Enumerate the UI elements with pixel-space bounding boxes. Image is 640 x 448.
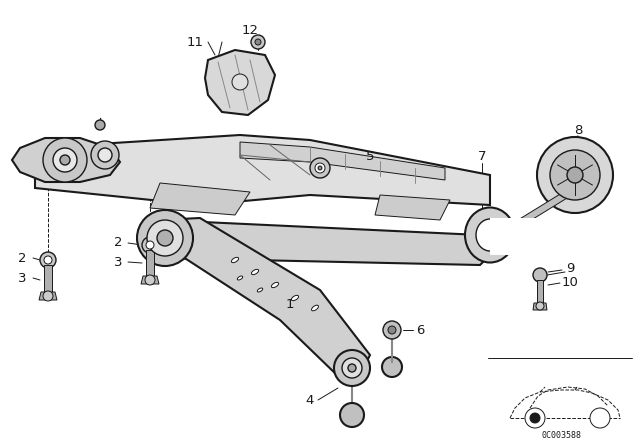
Circle shape <box>383 321 401 339</box>
Text: 3: 3 <box>114 255 122 268</box>
Ellipse shape <box>291 295 299 301</box>
Ellipse shape <box>271 282 278 288</box>
Ellipse shape <box>465 207 515 263</box>
Circle shape <box>98 148 112 162</box>
Circle shape <box>146 241 154 249</box>
Circle shape <box>382 357 402 377</box>
Circle shape <box>525 408 545 428</box>
Circle shape <box>142 237 158 253</box>
Ellipse shape <box>237 276 243 280</box>
Circle shape <box>567 167 583 183</box>
Circle shape <box>550 150 600 200</box>
Polygon shape <box>150 183 250 215</box>
Text: 1: 1 <box>285 298 294 311</box>
Text: 9: 9 <box>566 262 574 275</box>
Circle shape <box>44 256 52 264</box>
Circle shape <box>251 35 265 49</box>
Circle shape <box>348 364 356 372</box>
Circle shape <box>137 210 193 266</box>
Ellipse shape <box>312 305 319 311</box>
Circle shape <box>533 268 547 282</box>
Polygon shape <box>240 142 445 180</box>
Polygon shape <box>44 265 52 295</box>
Polygon shape <box>12 138 120 182</box>
Polygon shape <box>160 218 370 378</box>
Polygon shape <box>160 220 495 265</box>
Circle shape <box>310 158 330 178</box>
Circle shape <box>340 403 364 427</box>
Circle shape <box>40 252 56 268</box>
Ellipse shape <box>232 257 239 263</box>
Polygon shape <box>375 195 450 220</box>
Text: 3: 3 <box>18 271 26 284</box>
Circle shape <box>232 74 248 90</box>
Circle shape <box>318 166 322 170</box>
Ellipse shape <box>252 269 259 275</box>
Circle shape <box>145 275 155 285</box>
Text: 2: 2 <box>18 251 26 264</box>
Ellipse shape <box>476 219 504 251</box>
Circle shape <box>60 155 70 165</box>
Circle shape <box>590 408 610 428</box>
Circle shape <box>315 163 325 173</box>
Polygon shape <box>146 250 154 278</box>
Text: 4: 4 <box>306 393 314 406</box>
Circle shape <box>536 302 544 310</box>
Text: 8: 8 <box>574 124 582 137</box>
Circle shape <box>342 358 362 378</box>
Circle shape <box>537 137 613 213</box>
Circle shape <box>388 326 396 334</box>
Circle shape <box>530 413 540 423</box>
Bar <box>490 218 540 254</box>
Circle shape <box>43 291 53 301</box>
Text: 5: 5 <box>365 151 374 164</box>
Text: 10: 10 <box>561 276 579 289</box>
Text: 2: 2 <box>114 237 122 250</box>
Circle shape <box>147 220 183 256</box>
Circle shape <box>157 230 173 246</box>
Circle shape <box>91 141 119 169</box>
Circle shape <box>53 148 77 172</box>
Polygon shape <box>505 188 572 235</box>
Polygon shape <box>537 280 543 305</box>
Circle shape <box>43 138 87 182</box>
Polygon shape <box>533 303 547 310</box>
Text: 11: 11 <box>186 35 204 48</box>
Polygon shape <box>39 292 57 300</box>
Polygon shape <box>141 276 159 284</box>
Text: 7: 7 <box>477 151 486 164</box>
Text: 12: 12 <box>241 23 259 36</box>
Ellipse shape <box>257 288 262 292</box>
Text: 6: 6 <box>416 323 424 336</box>
Polygon shape <box>35 135 490 205</box>
Circle shape <box>95 120 105 130</box>
Circle shape <box>255 39 261 45</box>
Circle shape <box>334 350 370 386</box>
Text: 0C003588: 0C003588 <box>542 431 582 439</box>
Polygon shape <box>205 50 275 115</box>
